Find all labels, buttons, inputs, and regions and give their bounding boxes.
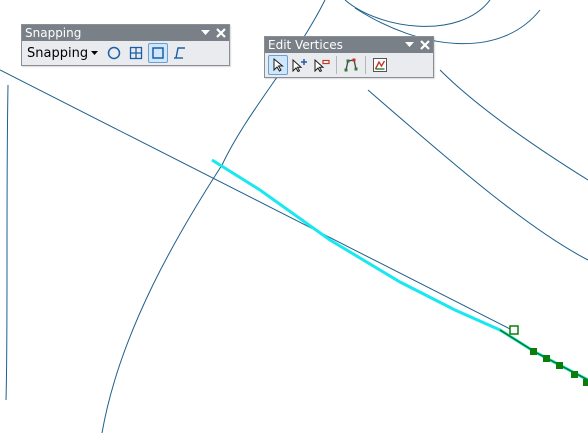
arrow-icon — [273, 58, 284, 72]
boundary-line[interactable] — [367, 89, 588, 261]
edit-vertices-toolbar: Edit Vertices — [264, 36, 434, 78]
boundary-line[interactable] — [439, 69, 588, 181]
snapping-toolbar-titlebar[interactable]: Snapping — [22, 25, 229, 41]
boundary-line[interactable] — [344, 0, 491, 27]
add-vertex-button[interactable] — [290, 55, 310, 75]
vertex-marker[interactable] — [530, 348, 537, 355]
square-icon — [152, 47, 164, 59]
end-snapping-button[interactable] — [126, 43, 146, 63]
boundary-line[interactable] — [0, 69, 513, 331]
vertex-marker[interactable] — [583, 379, 588, 386]
grid-icon — [129, 46, 143, 60]
toolbar-separator — [365, 56, 366, 74]
edge-snapping-button[interactable] — [170, 43, 190, 63]
chevron-down-icon — [91, 51, 99, 55]
vertex-marker[interactable] — [571, 371, 578, 378]
sketch-properties-button[interactable] — [370, 55, 390, 75]
edit-vertices-toolbar-title: Edit Vertices — [268, 38, 343, 52]
modify-sketch-vertices-button[interactable] — [268, 55, 288, 75]
boundary-line[interactable] — [5, 84, 9, 401]
continue-feature-button[interactable] — [341, 55, 361, 75]
circle-icon — [107, 46, 121, 60]
snapping-menu-label: Snapping — [27, 45, 89, 61]
add-vertex-icon — [292, 58, 307, 72]
vertex-snapping-button[interactable] — [148, 43, 169, 63]
boundary-line[interactable] — [354, 7, 541, 45]
selected-sketch-segment[interactable] — [211, 158, 588, 382]
continue-icon — [344, 58, 358, 72]
sketch-properties-icon — [373, 58, 387, 72]
toolbar-options-icon[interactable] — [405, 42, 414, 48]
toolbar-separator — [336, 56, 337, 74]
snapping-menu-dropdown[interactable]: Snapping — [25, 43, 102, 63]
vertex-marker[interactable] — [556, 362, 563, 369]
snapping-toolbar: Snapping Snapping — [21, 24, 230, 66]
delete-vertex-icon — [314, 58, 330, 72]
selected-vertex-marker[interactable] — [509, 325, 519, 335]
point-snapping-button[interactable] — [104, 43, 124, 63]
edit-vertices-toolbar-titlebar[interactable]: Edit Vertices — [265, 37, 433, 53]
toolbar-options-icon[interactable] — [201, 30, 210, 36]
edge-icon — [174, 47, 186, 59]
close-icon[interactable] — [420, 40, 430, 50]
snapping-toolbar-title: Snapping — [25, 26, 82, 40]
vertex-marker[interactable] — [543, 355, 550, 362]
delete-vertex-button[interactable] — [312, 55, 332, 75]
close-icon[interactable] — [216, 28, 226, 38]
